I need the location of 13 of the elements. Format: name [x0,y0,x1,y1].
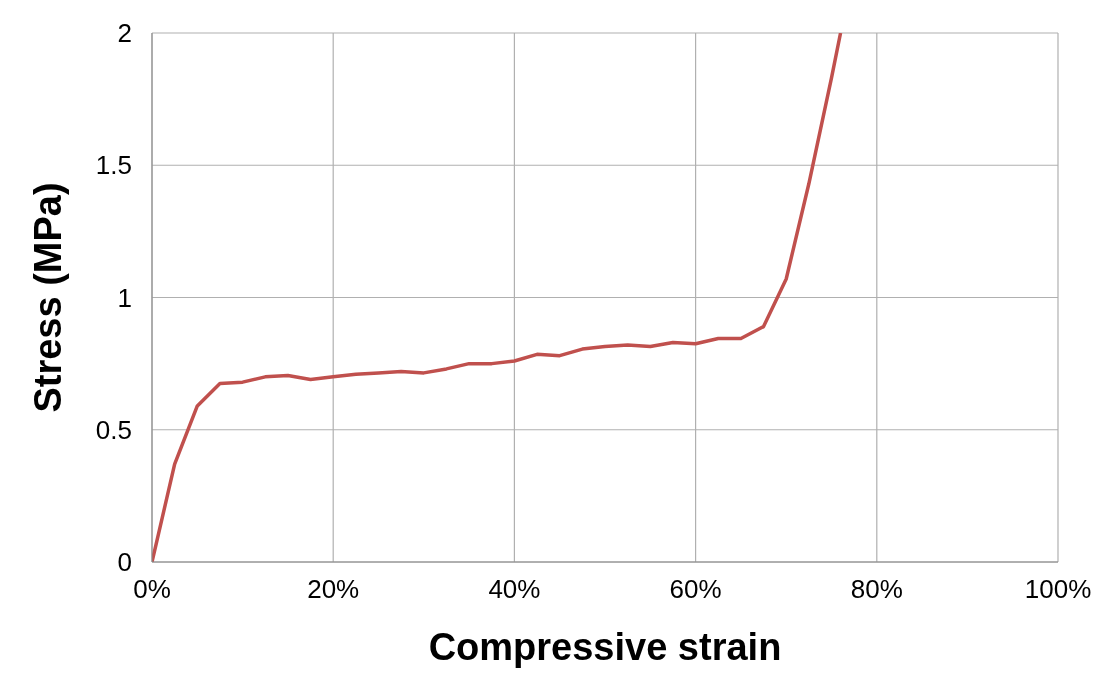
x-axis-title: Compressive strain [428,626,782,668]
y-tick-label: 1 [117,282,132,313]
x-tick-label: 60% [669,574,722,605]
y-tick-label: 0 [117,547,132,578]
y-tick-label: 0.5 [95,414,132,445]
x-tick-label: 0% [133,574,171,605]
y-axis-title: Stress (MPa) [27,182,70,413]
x-tick-label: 20% [307,574,360,605]
x-tick-label: 80% [850,574,903,605]
x-tick-label: 40% [488,574,541,605]
y-tick-label: 1.5 [95,150,132,181]
x-tick-label: 100% [1024,574,1092,605]
y-tick-label: 2 [117,18,132,49]
